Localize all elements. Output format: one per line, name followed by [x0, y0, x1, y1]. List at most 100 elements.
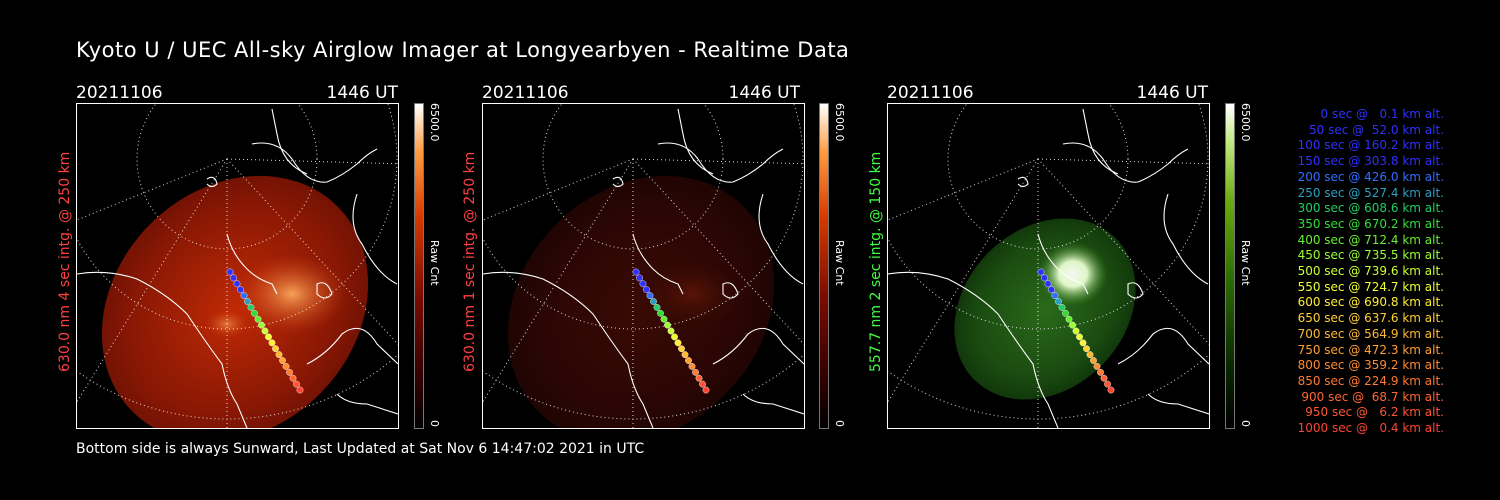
trajectory-legend: 0 sec @ 0.1 km alt. 50 sec @ 52.0 km alt.… — [1262, 107, 1444, 437]
panel-1-cbar-min: 0 — [428, 420, 441, 427]
trajectory-point — [244, 298, 251, 305]
trajectory-point — [254, 315, 262, 323]
trajectory-point — [695, 374, 703, 382]
trajectory-point — [1069, 321, 1076, 329]
legend-row: 100 sec @ 160.2 km alt. — [1297, 138, 1444, 153]
trajectory-point — [653, 303, 661, 311]
trajectory-point — [1062, 309, 1069, 317]
legend-row: 450 sec @ 735.5 km alt. — [1297, 248, 1444, 263]
trajectory-point — [1090, 357, 1097, 364]
trajectory-point — [275, 351, 283, 359]
legend-row: 300 sec @ 608.6 km alt. — [1297, 201, 1444, 216]
trajectory-point — [279, 357, 286, 364]
trajectory-point — [650, 298, 657, 305]
trajectory-point — [632, 268, 640, 276]
trajectory-point — [265, 333, 272, 341]
trajectory-point — [636, 274, 643, 282]
panel-2-time: 1446 UT — [728, 83, 801, 103]
legend-row: 250 sec @ 527.4 km alt. — [1297, 185, 1444, 200]
trajectory-point — [226, 268, 234, 276]
panel-1-colorbar — [414, 103, 424, 429]
trajectory-point — [1041, 274, 1048, 282]
trajectory-point — [664, 321, 671, 329]
legend-row: 750 sec @ 472.3 km alt. — [1297, 342, 1444, 357]
trajectory-point — [1076, 333, 1083, 341]
trajectory-point — [660, 315, 668, 323]
trajectory-point — [657, 309, 664, 317]
trajectory-point — [671, 333, 678, 341]
trajectory-point — [692, 368, 699, 376]
trajectory-point — [1100, 374, 1108, 382]
trajectory-point — [286, 368, 293, 376]
legend-row: 650 sec @ 637.6 km alt. — [1297, 311, 1444, 326]
trajectory-point — [667, 327, 675, 335]
trajectory-point — [1079, 339, 1087, 347]
panel-1-cbar-unit: Raw Cnt — [428, 240, 441, 286]
trajectory-point — [1083, 345, 1090, 353]
allsky-map — [888, 104, 1209, 428]
trajectory-point — [1072, 327, 1080, 335]
legend-row: 550 sec @ 724.7 km alt. — [1297, 279, 1444, 294]
trajectory-point — [685, 357, 692, 364]
trajectory-point — [289, 374, 297, 382]
allsky-map — [483, 104, 804, 428]
page-title: Kyoto U / UEC All-sky Airglow Imager at … — [76, 38, 850, 62]
trajectory-point — [1104, 380, 1111, 388]
trajectory-point — [1086, 351, 1094, 359]
panel-1-image[interactable] — [76, 103, 399, 429]
trajectory-point — [639, 280, 647, 288]
panel-2-label: 630.0 nm 1 sec intg. @ 250 km — [462, 151, 478, 372]
trajectory-point — [1058, 303, 1066, 311]
trajectory-point — [1044, 280, 1052, 288]
legend-row: 350 sec @ 670.2 km alt. — [1297, 216, 1444, 231]
trajectory-point — [247, 303, 255, 311]
panel-1-date: 20211106 — [76, 83, 163, 103]
trajectory-point — [1037, 268, 1045, 276]
trajectory-point — [688, 362, 696, 370]
legend-row: 500 sec @ 739.6 km alt. — [1297, 264, 1444, 279]
panel-2-cbar-unit: Raw Cnt — [833, 240, 846, 286]
allsky-map — [77, 104, 398, 428]
trajectory-point — [233, 280, 241, 288]
trajectory-point — [1093, 362, 1101, 370]
panel-2-image[interactable] — [482, 103, 805, 429]
panel-2-cbar-min: 0 — [833, 420, 846, 427]
trajectory-point — [240, 292, 248, 300]
trajectory-point — [268, 339, 276, 347]
trajectory-point — [293, 380, 300, 388]
legend-row: 0 sec @ 0.1 km alt. — [1320, 107, 1445, 121]
trajectory-point — [282, 362, 290, 370]
trajectory-point — [702, 386, 710, 394]
legend-row: 50 sec @ 52.0 km alt. — [1309, 122, 1444, 137]
legend-row: 900 sec @ 68.7 km alt. — [1301, 389, 1444, 404]
legend-row: 800 sec @ 359.2 km alt. — [1297, 358, 1444, 373]
trajectory-point — [646, 292, 654, 300]
footer-status: Bottom side is always Sunward, Last Upda… — [76, 441, 645, 457]
legend-row: 150 sec @ 303.8 km alt. — [1297, 154, 1444, 169]
legend-row: 950 sec @ 6.2 km alt. — [1305, 405, 1444, 420]
trajectory-point — [1048, 286, 1055, 294]
panel-3-colorbar — [1225, 103, 1235, 429]
legend-row: 1000 sec @ 0.4 km alt. — [1297, 421, 1444, 436]
trajectory-point — [230, 274, 237, 282]
trajectory-point — [678, 345, 685, 353]
legend-row: 850 sec @ 224.9 km alt. — [1297, 373, 1444, 388]
panel-3-image[interactable] — [887, 103, 1210, 429]
trajectory-point — [1065, 315, 1073, 323]
panel-3-time: 1446 UT — [1136, 83, 1209, 103]
panel-1-cbar-max: 6500.0 — [428, 103, 441, 142]
panel-2-cbar-max: 6500.0 — [833, 103, 846, 142]
legend-row: 400 sec @ 712.4 km alt. — [1297, 232, 1444, 247]
panel-3-date: 20211106 — [887, 83, 974, 103]
trajectory-point — [258, 321, 265, 329]
panel-1-time: 1446 UT — [326, 83, 399, 103]
panel-3-label: 557.7 nm 2 sec intg. @ 150 km — [868, 151, 884, 372]
trajectory-point — [1051, 292, 1059, 300]
legend-row: 700 sec @ 564.9 km alt. — [1297, 326, 1444, 341]
panel-2-date: 20211106 — [482, 83, 569, 103]
trajectory-point — [1107, 386, 1115, 394]
trajectory-point — [681, 351, 689, 359]
trajectory-point — [296, 386, 304, 394]
panel-1-label: 630.0 nm 4 sec intg. @ 250 km — [57, 151, 73, 372]
panel-2-colorbar — [819, 103, 829, 429]
